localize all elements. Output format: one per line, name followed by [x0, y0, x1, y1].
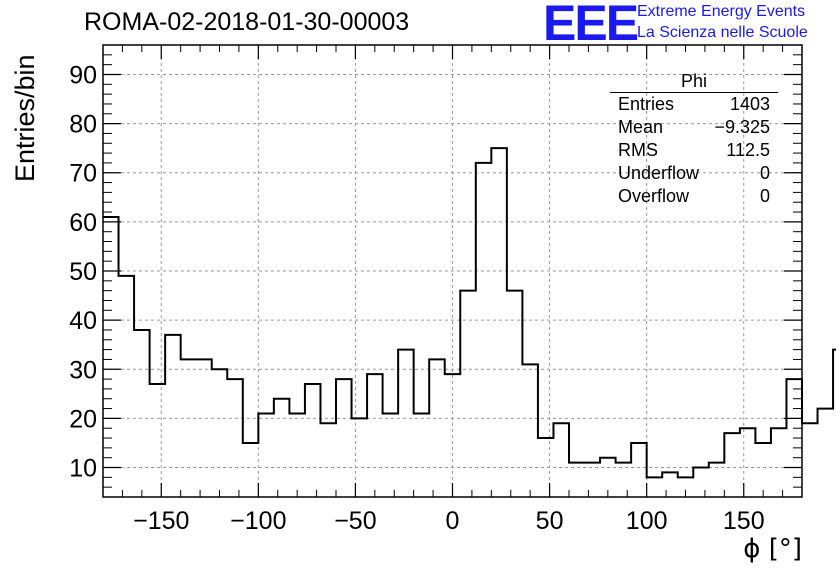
logo-subtitle-2: La Scienza nelle Scuole [637, 24, 808, 41]
y-axis-label: Entries/bin [10, 54, 40, 182]
histogram-bin [196, 359, 212, 497]
stats-label: RMS [618, 140, 658, 160]
stats-label: Overflow [618, 186, 690, 206]
histogram-bin [585, 463, 601, 497]
histogram-bin [460, 291, 476, 497]
histogram-bin [398, 350, 414, 497]
y-tick-label: 80 [69, 111, 97, 139]
stats-box: Phi Entries 1403 Mean −9.325 RMS 112.5 U… [610, 70, 778, 208]
histogram-bin [274, 399, 290, 497]
histogram-bin [352, 418, 368, 497]
stats-box-title: Phi [610, 70, 778, 93]
histogram-bin [724, 433, 740, 497]
histogram-bin [243, 443, 259, 497]
histogram-bin [569, 463, 585, 497]
histogram-bin [258, 413, 274, 497]
histogram-bin [616, 463, 632, 497]
stats-row-underflow: Underflow 0 [610, 162, 778, 185]
histogram-bin [491, 148, 507, 497]
histogram-bin [476, 163, 492, 497]
y-tick-label: 70 [69, 160, 97, 188]
histogram-bin [693, 468, 709, 497]
x-tick-label: −150 [133, 507, 189, 535]
histogram-bin [383, 413, 399, 497]
histogram-bin [103, 217, 119, 497]
stats-row-overflow: Overflow 0 [610, 185, 778, 208]
histogram-bin [786, 379, 802, 497]
histogram-bin [336, 379, 352, 497]
stats-row-mean: Mean −9.325 [610, 116, 778, 139]
histogram-bin [165, 335, 181, 497]
x-tick-label: −50 [334, 507, 376, 535]
histogram-bin [134, 330, 150, 497]
histogram-bin [445, 374, 461, 497]
stats-value: 1403 [729, 94, 770, 114]
y-tick-label: 90 [69, 61, 97, 89]
y-tick-label: 20 [69, 405, 97, 433]
histogram-bin [709, 463, 725, 497]
histogram-bin [740, 428, 756, 497]
histogram-bin [227, 379, 243, 497]
x-tick-label: −100 [230, 507, 286, 535]
x-tick-label: 50 [536, 507, 564, 535]
x-tick-label: 100 [626, 507, 668, 535]
histogram-bin [212, 369, 228, 497]
stats-label: Mean [618, 117, 664, 137]
eee-logo: EEE [543, 0, 639, 51]
stats-value: 112.5 [726, 140, 770, 160]
histogram-bin [802, 423, 818, 497]
stats-value: −9.325 [714, 117, 770, 137]
y-tick-label: 40 [69, 307, 97, 335]
histogram-bin [181, 359, 197, 497]
y-tick-label: 30 [69, 356, 97, 384]
axis-ticks [102, 44, 803, 497]
histogram-bin [522, 364, 538, 497]
stats-row-entries: Entries 1403 [610, 93, 778, 116]
stats-value: 0 [759, 163, 770, 183]
histogram-bin [320, 423, 336, 497]
histogram-bin [429, 359, 445, 497]
histogram-bin [553, 423, 569, 497]
histogram-bin [771, 428, 787, 497]
axis-tick-labels: −150 −100 −50 0 50 100 150 10 20 30 40 50 60 70 80 90 [69, 61, 764, 535]
histogram-bin [647, 477, 663, 497]
x-tick-label: 0 [446, 507, 460, 535]
histogram-bin [818, 409, 834, 497]
chart-title: ROMA-02-2018-01-30-00003 [84, 8, 410, 36]
histogram-bin [150, 384, 166, 497]
histogram-bin [119, 276, 135, 497]
x-tick-label: 150 [723, 507, 765, 535]
stats-row-rms: RMS 112.5 [610, 139, 778, 162]
histogram-bin [305, 384, 321, 497]
histogram-bin [662, 472, 678, 497]
logo-subtitle-1: Extreme Energy Events [637, 3, 806, 20]
histogram-bin [367, 374, 383, 497]
y-tick-label: 60 [69, 209, 97, 237]
histogram-bin [414, 413, 430, 497]
histogram-bin [755, 443, 771, 497]
histogram-bin [289, 413, 305, 497]
stats-label: Entries [618, 94, 675, 114]
stats-value: 0 [759, 186, 770, 206]
histogram-bin [538, 438, 554, 497]
histogram-bin [631, 443, 647, 497]
histogram-bin [507, 291, 523, 497]
x-axis-label: ϕ [°] [743, 534, 802, 564]
stats-label: Underflow [618, 163, 700, 183]
histogram-series-line [103, 147, 836, 479]
histogram-bin [600, 458, 616, 497]
y-tick-label: 50 [69, 258, 97, 286]
histogram-bin [678, 477, 694, 497]
y-tick-label: 10 [69, 455, 97, 483]
